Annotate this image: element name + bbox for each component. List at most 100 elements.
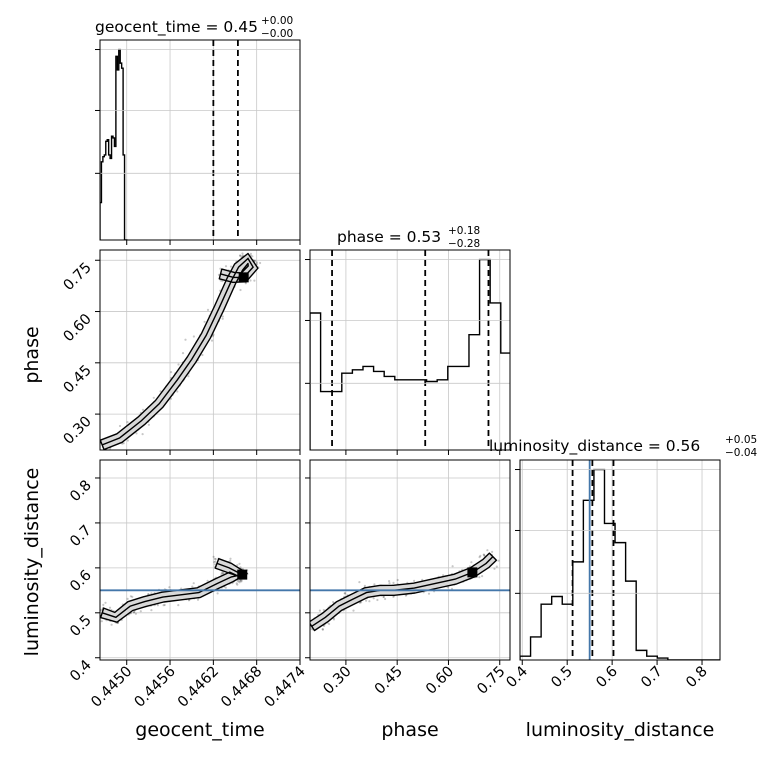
title-luminosity-distance: luminosity_distance = 0.56 xyxy=(489,437,700,456)
sample-point xyxy=(318,609,321,612)
sample-point xyxy=(239,566,242,569)
x-tick-label: 0.8 xyxy=(683,664,711,692)
contour-level-outer xyxy=(100,252,259,450)
panel-frame xyxy=(99,459,301,661)
sample-point xyxy=(147,423,150,426)
y-tick-label: 0.4 xyxy=(67,657,95,685)
sample-point xyxy=(254,259,257,262)
sample-point xyxy=(382,595,385,599)
y-tick-label: 0.45 xyxy=(61,362,95,396)
sample-point xyxy=(139,610,142,613)
sample-point xyxy=(240,580,243,583)
sample-point xyxy=(470,561,473,564)
panel-frame xyxy=(99,249,301,451)
sample-point xyxy=(126,597,129,601)
sample-point xyxy=(108,606,112,609)
contour-level-outer xyxy=(100,558,248,623)
xlabel-geocent-time: geocent_time xyxy=(135,719,264,741)
panel-phase-vs-geocent_time: 0.30 0.45 0.60 0.75 xyxy=(61,249,301,455)
ylabel-luminosity-distance: luminosity_distance xyxy=(21,468,43,657)
sample-point xyxy=(220,571,223,575)
y-tick-label: 0.8 xyxy=(67,477,95,505)
sample-point xyxy=(203,320,206,323)
x-tick-label: 0.4462 xyxy=(175,664,222,711)
sample-point xyxy=(224,265,228,268)
sample-point xyxy=(221,315,224,318)
sample-point xyxy=(141,408,145,411)
sample-point xyxy=(368,600,371,603)
title-geocent-time: geocent_time = 0.45 xyxy=(95,18,258,37)
sample-point xyxy=(451,565,454,568)
sample-point xyxy=(442,574,445,577)
sample-point xyxy=(104,601,107,604)
sample-point xyxy=(102,603,105,607)
x-tick-label: 0.4450 xyxy=(88,664,135,711)
sample-point xyxy=(427,592,431,595)
sample-point xyxy=(163,603,166,607)
sample-point xyxy=(134,612,137,615)
sample-point xyxy=(239,254,242,257)
x-tick-label: 0.4474 xyxy=(262,664,309,711)
sample-point xyxy=(478,556,481,559)
sample-point xyxy=(486,549,489,552)
sample-point xyxy=(206,579,209,582)
sample-point xyxy=(372,597,375,600)
sample-point xyxy=(152,396,155,399)
sample-point xyxy=(192,335,195,338)
x-tick-label: 0.4 xyxy=(503,664,531,692)
sample-point xyxy=(181,352,185,355)
sample-point xyxy=(170,371,173,374)
sample-point xyxy=(376,598,379,602)
sample-point xyxy=(221,280,224,283)
plot-area xyxy=(95,252,262,450)
sample-point xyxy=(446,586,449,589)
sample-point xyxy=(95,442,97,444)
sample-point xyxy=(210,339,214,342)
sample-point xyxy=(323,624,326,628)
sample-point xyxy=(310,627,313,631)
panel-frame xyxy=(309,249,511,451)
sample-point xyxy=(214,563,217,566)
panel-frame xyxy=(519,459,721,661)
sample-point xyxy=(482,553,485,556)
sample-point xyxy=(97,619,99,621)
sample-point xyxy=(238,581,241,584)
y-tick-label: 0.6 xyxy=(67,567,95,595)
sample-point xyxy=(236,583,239,586)
sample-point xyxy=(352,609,355,612)
sample-point xyxy=(328,622,331,626)
sample-point xyxy=(156,604,159,607)
sample-point xyxy=(196,598,200,601)
sample-point xyxy=(147,593,150,596)
sample-point xyxy=(388,580,391,583)
x-tick-label: 0.4456 xyxy=(132,664,179,711)
sample-point xyxy=(191,585,194,588)
sample-point xyxy=(236,564,239,567)
sample-point xyxy=(479,554,482,558)
sample-point xyxy=(219,267,222,270)
sample-point xyxy=(177,604,180,607)
sample-point xyxy=(239,254,242,257)
contour-level-outer xyxy=(310,552,498,632)
y-tick-label: 0.30 xyxy=(61,414,95,448)
sample-point xyxy=(168,586,171,589)
plot-area xyxy=(310,549,510,632)
title-geocent-time-plus: +0.00 xyxy=(261,15,293,27)
sample-point xyxy=(213,557,216,560)
sample-point xyxy=(481,575,484,578)
sample-point xyxy=(240,579,243,582)
sample-point xyxy=(213,561,216,564)
sample-point xyxy=(192,582,195,585)
sample-point xyxy=(176,390,179,393)
plot-area xyxy=(310,250,510,450)
sample-point xyxy=(118,424,122,428)
sample-point xyxy=(126,421,129,424)
sample-point xyxy=(224,586,227,589)
title-geocent-time-minus: −0.00 xyxy=(261,28,293,40)
sample-point xyxy=(229,557,232,560)
sample-point xyxy=(129,595,132,598)
sample-point xyxy=(255,261,258,264)
title-phase: phase = 0.53 xyxy=(337,228,441,246)
x-tick-label: 0.6 xyxy=(593,664,621,692)
sample-point xyxy=(110,623,113,626)
